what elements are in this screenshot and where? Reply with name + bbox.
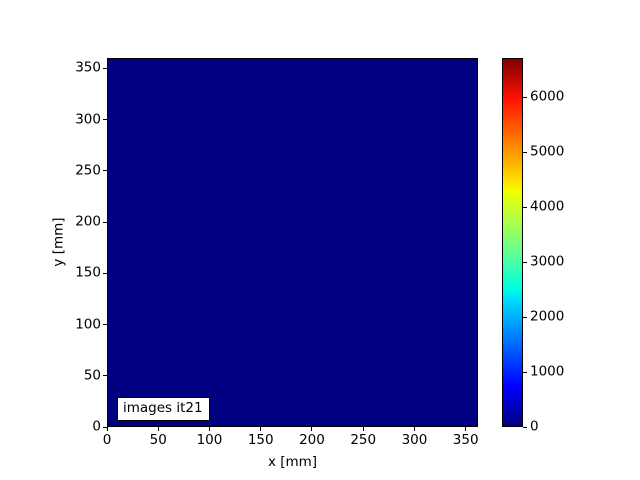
x-tick-mark (260, 427, 262, 431)
y-tick-mark (103, 119, 107, 120)
y-tick-label: 50 (83, 367, 101, 383)
colorbar-tick-label: 4000 (530, 198, 565, 215)
x-tick-mark (311, 427, 313, 431)
x-axis-label: x [mm] (267, 454, 318, 470)
x-tick-label: 150 (247, 432, 274, 448)
x-tick-label: 50 (149, 432, 167, 448)
colorbar-tick-label: 5000 (530, 143, 565, 160)
colorbar-tick-mark (523, 426, 527, 428)
x-tick-label: 300 (401, 432, 428, 448)
y-tick-label: 350 (75, 59, 101, 76)
x-tick-mark (362, 427, 364, 431)
colorbar-tick-label: 1000 (530, 363, 565, 380)
y-tick-label: 0 (92, 418, 101, 435)
y-tick-mark (103, 324, 107, 325)
y-tick-label: 150 (75, 264, 101, 281)
colorbar-tick-mark (523, 151, 527, 153)
colorbar-tick-mark (523, 371, 527, 373)
y-tick-label: 200 (75, 213, 101, 230)
x-tick-label: 350 (452, 432, 479, 448)
annotation-label: images it21 (117, 397, 210, 421)
x-tick-label: 100 (196, 432, 223, 448)
colorbar-tick-mark (523, 206, 527, 208)
y-tick-mark (103, 170, 107, 172)
heatmap-plot-area (107, 58, 478, 427)
colorbar-tick-label: 2000 (530, 308, 565, 325)
x-tick-mark (208, 427, 210, 431)
y-tick-mark (103, 272, 107, 274)
x-tick-mark (106, 427, 108, 431)
y-tick-label: 100 (75, 315, 101, 332)
x-tick-mark (157, 427, 159, 431)
x-tick-mark (413, 427, 415, 431)
x-tick-mark (465, 427, 467, 431)
y-tick-mark (103, 67, 107, 69)
y-tick-label: 250 (75, 162, 101, 178)
colorbar-tick-label: 0 (530, 418, 539, 435)
y-tick-mark (103, 221, 107, 223)
colorbar-gradient (502, 58, 523, 427)
y-axis-label: y [mm] (50, 217, 67, 267)
colorbar-tick-label: 6000 (530, 88, 565, 105)
x-tick-label: 200 (299, 432, 325, 448)
colorbar-tick-mark (523, 261, 527, 263)
colorbar-tick-label: 3000 (530, 253, 565, 270)
colorbar-tick-mark (523, 96, 527, 98)
x-tick-label: 0 (102, 432, 112, 448)
x-tick-label: 250 (350, 432, 377, 448)
y-tick-mark (103, 375, 107, 377)
y-tick-label: 300 (75, 110, 101, 127)
y-tick-mark (103, 426, 107, 428)
colorbar-tick-mark (523, 316, 527, 318)
